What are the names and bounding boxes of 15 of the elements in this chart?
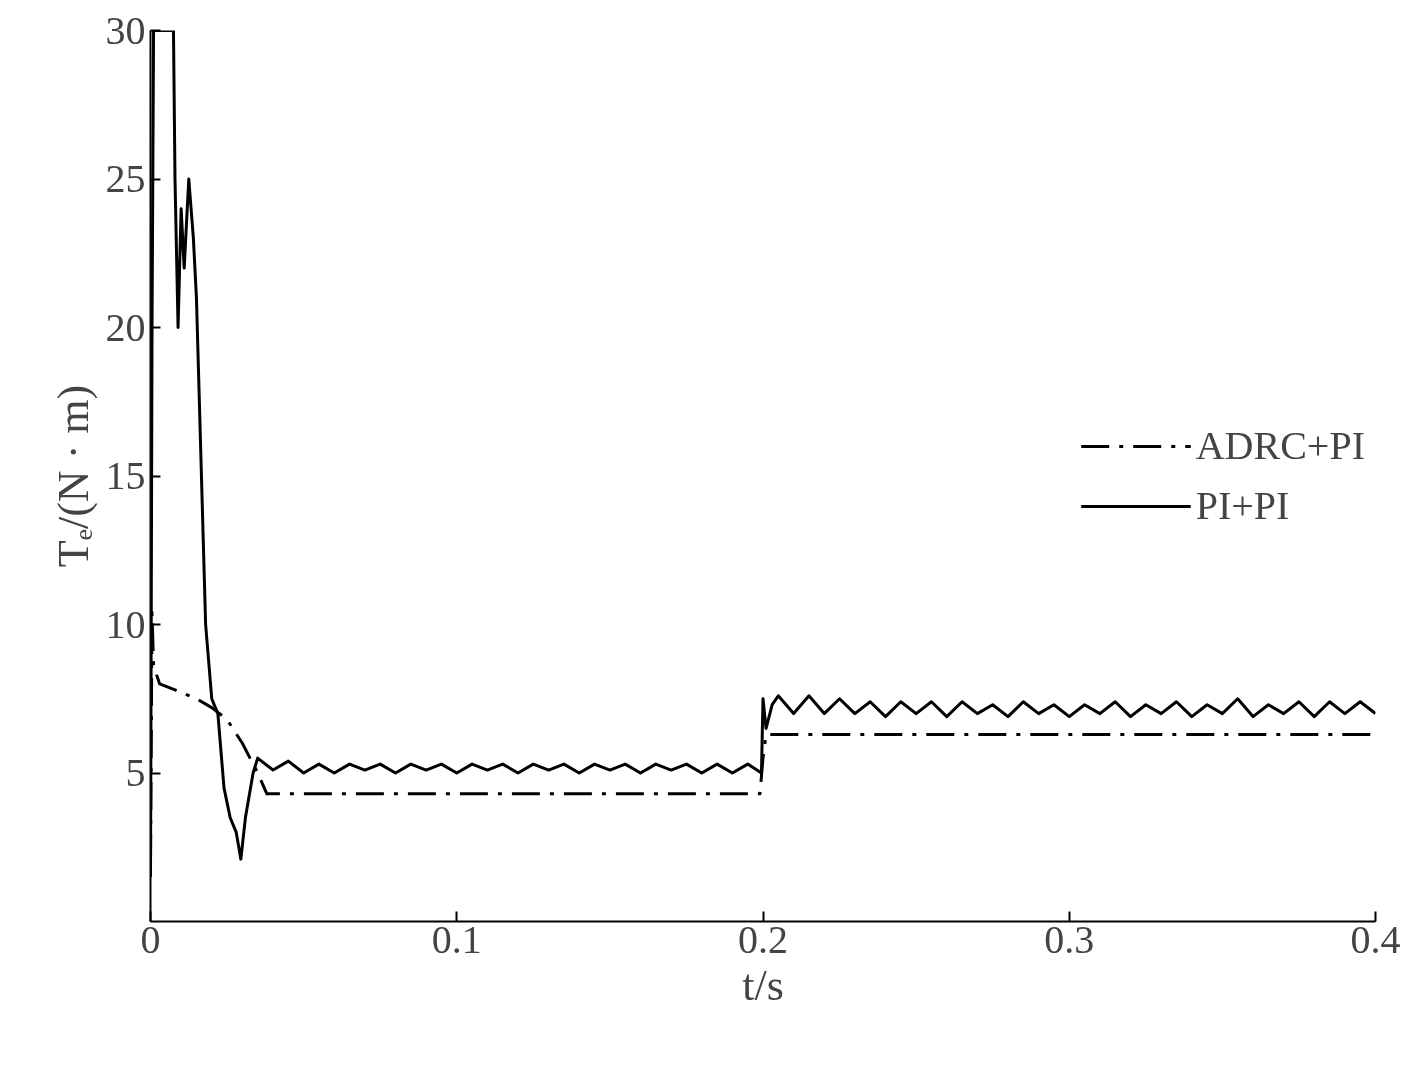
x-tick-label: 0.4	[1350, 916, 1401, 962]
y-tick-label: 30	[105, 7, 146, 53]
legend-label: PI+PI	[1195, 482, 1290, 530]
x-tick-label: 0.2	[738, 916, 788, 962]
y-tick-label: 25	[105, 156, 146, 201]
legend-label: ADRC+PI	[1195, 422, 1365, 470]
y-tick-label: 5	[125, 750, 146, 795]
x-tick-label: 0.3	[1044, 916, 1095, 962]
y-tick-label: 10	[105, 601, 146, 647]
y-axis-title: Tₑ/(N · m)	[48, 384, 98, 568]
x-tick-label: 0	[140, 916, 161, 962]
x-axis-title: t/s	[742, 960, 784, 1010]
y-tick-label: 20	[105, 304, 146, 350]
x-tick-label: 0.1	[431, 916, 482, 962]
y-tick-label: 15	[105, 453, 146, 498]
